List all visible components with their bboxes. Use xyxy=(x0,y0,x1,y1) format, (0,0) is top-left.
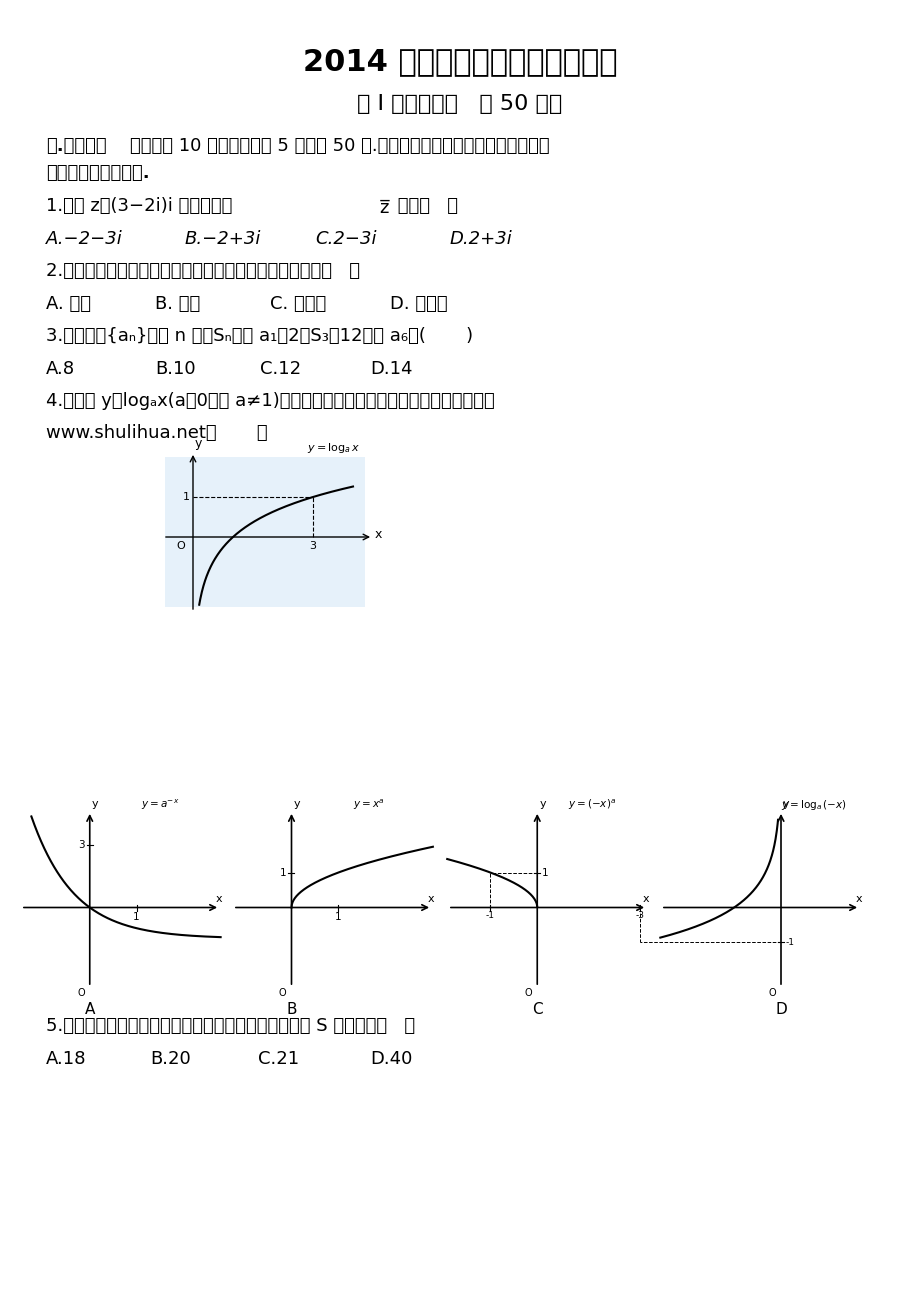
Text: O: O xyxy=(524,988,532,999)
Text: B.10: B.10 xyxy=(154,359,196,378)
Text: C: C xyxy=(531,1003,542,1017)
Text: D. 三棱柱: D. 三棱柱 xyxy=(390,296,448,312)
Text: 5.阅读右图所示的程序框图，运行相应的程序，输出的 S 得值等于（   ）: 5.阅读右图所示的程序框图，运行相应的程序，输出的 S 得值等于（ ） xyxy=(46,1017,414,1035)
Text: x: x xyxy=(215,894,221,905)
Text: 等于（   ）: 等于（ ） xyxy=(391,197,458,215)
Text: x: x xyxy=(375,529,382,542)
Text: x: x xyxy=(641,894,648,905)
Text: O: O xyxy=(278,988,286,999)
Text: x: x xyxy=(855,894,861,905)
Text: 1: 1 xyxy=(541,867,549,878)
Text: y: y xyxy=(293,799,300,809)
Text: y: y xyxy=(92,799,98,809)
Text: $y=(-x)^a$: $y=(-x)^a$ xyxy=(567,798,616,812)
Text: B. 圆锥: B. 圆锥 xyxy=(154,296,200,312)
Text: 1: 1 xyxy=(183,492,190,503)
Text: $y=a^{-x}$: $y=a^{-x}$ xyxy=(141,798,179,812)
Text: C.2−3i: C.2−3i xyxy=(314,230,376,247)
Text: A: A xyxy=(85,1003,95,1017)
Text: 1: 1 xyxy=(335,911,341,922)
Text: $y=\log_a x$: $y=\log_a x$ xyxy=(307,441,359,454)
Text: -1: -1 xyxy=(485,911,494,921)
Text: 2014 年福建高考数学试题（理）: 2014 年福建高考数学试题（理） xyxy=(302,47,617,76)
Text: B: B xyxy=(286,1003,297,1017)
Text: 3: 3 xyxy=(78,840,85,850)
Text: D.14: D.14 xyxy=(369,359,412,378)
Text: 2.某空间几何体的正视图是三角形，则该几何体不可能是（   ）: 2.某空间几何体的正视图是三角形，则该几何体不可能是（ ） xyxy=(46,262,359,280)
Text: x: x xyxy=(427,894,434,905)
Text: D: D xyxy=(775,1003,786,1017)
Text: D.2+3i: D.2+3i xyxy=(449,230,512,247)
Text: B.−2+3i: B.−2+3i xyxy=(185,230,261,247)
Text: $y=\log_a(-x)$: $y=\log_a(-x)$ xyxy=(780,798,845,812)
Text: 1: 1 xyxy=(279,867,286,878)
Text: 1.复数 z＝(3−2i)i 的共轭复数: 1.复数 z＝(3−2i)i 的共轭复数 xyxy=(46,197,233,215)
Text: 4.若函数 y＝logₐx(a＞0，且 a≠1)的图像如右图所示，则下列函数图象正确的是: 4.若函数 y＝logₐx(a＞0，且 a≠1)的图像如右图所示，则下列函数图象… xyxy=(46,392,494,410)
Text: O: O xyxy=(767,988,775,999)
Text: A.8: A.8 xyxy=(46,359,75,378)
Text: B.20: B.20 xyxy=(150,1049,190,1068)
Text: A.−2−3i: A.−2−3i xyxy=(46,230,122,247)
Text: -3: -3 xyxy=(635,911,644,921)
Text: D.40: D.40 xyxy=(369,1049,412,1068)
Text: y: y xyxy=(195,437,202,450)
Text: C. 四面体: C. 四面体 xyxy=(269,296,326,312)
FancyBboxPatch shape xyxy=(165,457,365,607)
Text: -1: -1 xyxy=(785,937,794,947)
Text: y: y xyxy=(782,799,789,809)
Text: A.18: A.18 xyxy=(46,1049,86,1068)
Text: $y=x^a$: $y=x^a$ xyxy=(353,798,384,812)
Text: 1: 1 xyxy=(133,911,140,922)
Text: 本大题共 10 小题，每小题 5 分，共 50 分.在每小题给出的四个选项中，只有一: 本大题共 10 小题，每小题 5 分，共 50 分.在每小题给出的四个选项中，只… xyxy=(130,137,549,155)
Text: O: O xyxy=(77,988,85,999)
Text: A. 圆柱: A. 圆柱 xyxy=(46,296,91,312)
Text: z̅: z̅ xyxy=(380,199,389,217)
Text: 3: 3 xyxy=(309,542,316,551)
Text: 一.选择题：: 一.选择题： xyxy=(46,137,107,155)
Text: 第 I 卷（选择题   共 50 分）: 第 I 卷（选择题 共 50 分） xyxy=(357,94,562,115)
Text: 项是符合题目要求的.: 项是符合题目要求的. xyxy=(46,164,150,182)
Text: C.12: C.12 xyxy=(260,359,301,378)
Text: 3.等差数列{aₙ}的前 n 项和Sₙ，若 a₁＝2，S₃＝12，则 a₆＝(       ): 3.等差数列{aₙ}的前 n 项和Sₙ，若 a₁＝2，S₃＝12，则 a₆＝( … xyxy=(46,327,472,345)
Text: www.shulihua.net（       ）: www.shulihua.net（ ） xyxy=(46,424,267,441)
Text: y: y xyxy=(539,799,545,809)
Text: O: O xyxy=(176,542,185,551)
Text: C.21: C.21 xyxy=(257,1049,299,1068)
